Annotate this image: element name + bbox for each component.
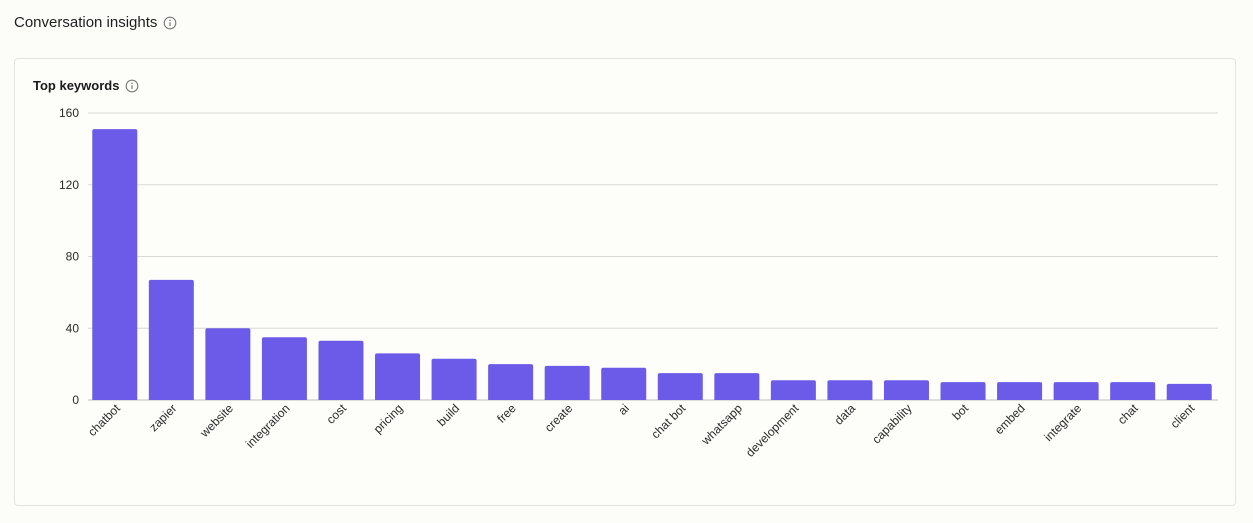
info-icon[interactable] bbox=[163, 16, 177, 30]
x-tick-label: embed bbox=[992, 401, 1028, 437]
bar-chat-bot[interactable] bbox=[657, 373, 703, 400]
bar-cost[interactable] bbox=[318, 340, 364, 400]
x-tick-label: data bbox=[832, 401, 859, 428]
bar-data[interactable] bbox=[827, 380, 873, 400]
card-header: Top keywords bbox=[33, 78, 139, 93]
x-tick-label: development bbox=[743, 401, 802, 460]
top-keywords-card: Top keywords bbox=[14, 58, 1236, 506]
bar-build[interactable] bbox=[431, 358, 477, 400]
x-tick-label: capability bbox=[869, 401, 914, 446]
x-tick-label: build bbox=[434, 401, 462, 429]
bar-free[interactable] bbox=[488, 364, 534, 400]
x-tick-label: pricing bbox=[371, 401, 406, 436]
y-tick-label: 0 bbox=[72, 393, 79, 407]
bar-capability[interactable] bbox=[883, 380, 929, 400]
section-title: Conversation insights bbox=[14, 14, 158, 31]
bar-create[interactable] bbox=[544, 365, 590, 400]
section-header: Conversation insights bbox=[14, 14, 177, 31]
bar-embed[interactable] bbox=[997, 382, 1043, 400]
bar-zapier[interactable] bbox=[148, 279, 194, 400]
y-tick-label: 160 bbox=[59, 106, 79, 120]
x-tick-label: chatbot bbox=[85, 401, 123, 439]
bar-ai[interactable] bbox=[601, 367, 647, 400]
x-tick-label: cost bbox=[324, 401, 350, 427]
bar-integration[interactable] bbox=[261, 337, 307, 400]
bar-website[interactable] bbox=[205, 328, 251, 400]
bar-development[interactable] bbox=[770, 380, 816, 400]
x-tick-label: create bbox=[542, 401, 576, 435]
x-tick-label: client bbox=[1168, 401, 1198, 431]
y-tick-label: 80 bbox=[66, 250, 80, 264]
bar-whatsapp[interactable] bbox=[714, 373, 760, 400]
y-tick-label: 120 bbox=[59, 178, 79, 192]
x-tick-label: free bbox=[494, 401, 519, 426]
bar-integrate[interactable] bbox=[1053, 382, 1099, 400]
x-tick-label: integration bbox=[243, 401, 293, 451]
x-tick-label: whatsapp bbox=[698, 401, 745, 448]
bar-chatbot[interactable] bbox=[92, 129, 138, 401]
x-tick-label: chat bot bbox=[648, 401, 689, 442]
x-tick-label: bot bbox=[949, 401, 971, 423]
card-title: Top keywords bbox=[33, 78, 120, 93]
bar-bot[interactable] bbox=[940, 382, 986, 400]
bar-chat[interactable] bbox=[1110, 382, 1156, 400]
x-tick-label: integrate bbox=[1041, 401, 1084, 444]
x-tick-label: website bbox=[197, 401, 237, 441]
x-tick-label: chat bbox=[1115, 401, 1141, 427]
info-icon[interactable] bbox=[125, 79, 139, 93]
y-tick-label: 40 bbox=[66, 321, 80, 335]
bar-pricing[interactable] bbox=[375, 353, 421, 400]
bar-client[interactable] bbox=[1166, 383, 1212, 400]
x-tick-label: ai bbox=[615, 401, 632, 418]
x-tick-label: zapier bbox=[146, 401, 179, 434]
